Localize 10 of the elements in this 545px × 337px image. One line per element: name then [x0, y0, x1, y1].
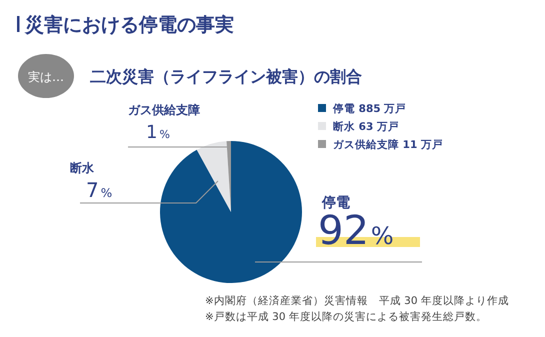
legend-label: 断水 63 万戸 [333, 120, 399, 133]
text: 実は… [28, 70, 64, 84]
legend-label: 停電 885 万戸 [332, 102, 406, 115]
chart-title: 災害における停電の事実 [24, 14, 234, 36]
text: ※内閣府（経済産業省）災害情報 平成 30 年度以降より作成 [205, 294, 509, 307]
legend-label: ガス供給支障 11 万戸 [333, 138, 443, 151]
text: ※戸数は平成 30 年度以降の災害による被害発生総戸数。 [205, 310, 487, 323]
data-label: 断水 7% [70, 161, 112, 202]
data-label: ガス供給支障 1% [128, 103, 200, 143]
chart-subtitle: 二次災害（ライフライン被害）の割合 [90, 67, 362, 86]
